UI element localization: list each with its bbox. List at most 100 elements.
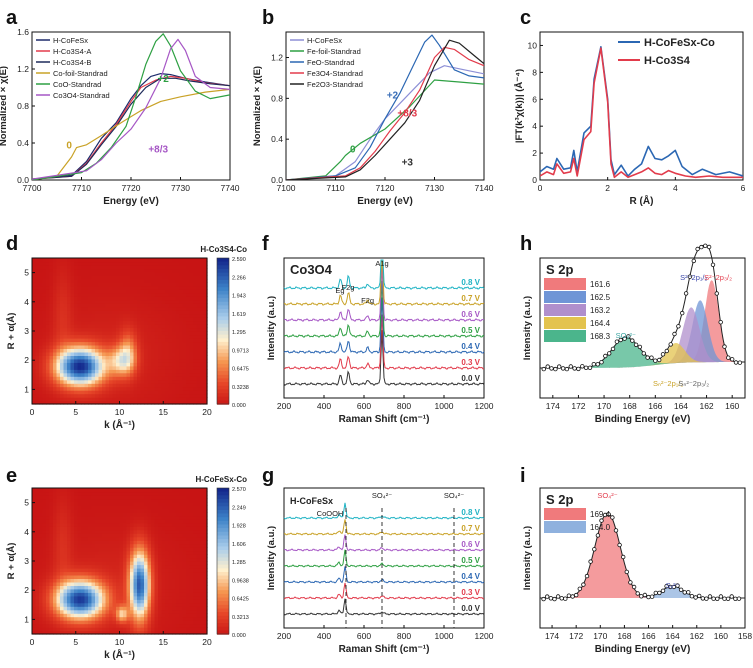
heatmap-cell [137,606,142,611]
colorbar-band [217,272,229,277]
heatmap-cell [102,533,107,538]
heatmap-cell [158,557,163,562]
heatmap-cell [35,275,40,280]
heatmap-cell [95,488,100,493]
heatmap-cell [200,620,205,625]
heatmap-cell [32,627,37,632]
heatmap-cell [119,623,124,628]
heatmap-cell [182,592,187,597]
heatmap-cell [112,595,117,600]
series-voltage-label: 0.7 V [461,524,480,533]
heatmap-cell [35,268,40,273]
heatmap-cell [175,351,180,356]
heatmap-cell [172,275,177,280]
heatmap-cell [130,358,135,363]
heatmap-cell [126,574,131,579]
heatmap-cell [42,540,47,545]
heatmap-cell [147,488,152,493]
heatmap-cell [35,498,40,503]
heatmap-cell [49,491,54,496]
heatmap-cell [182,571,187,576]
heatmap-cell [70,557,75,562]
heatmap-cell [193,376,198,381]
heatmap-cell [175,397,180,402]
heatmap-cell [123,547,128,552]
heatmap-cell [112,602,117,607]
heatmap-cell [56,355,61,360]
heatmap-cell [105,334,110,339]
heatmap-cell [130,383,135,388]
heatmap-cell [74,609,79,614]
heatmap-cell [186,376,191,381]
heatmap-cell [91,258,96,263]
heatmap-cell [126,543,131,548]
heatmap-cell [179,341,184,346]
heatmap-cell [123,355,128,360]
heatmap-cell [126,533,131,538]
heatmap-cell [200,327,205,332]
heatmap-cell [91,512,96,517]
heatmap-cell [133,547,138,552]
heatmap-cell [105,400,110,405]
heatmap-cell [70,324,75,329]
heatmap-cell [130,529,135,534]
heatmap-cell [193,310,198,315]
heatmap-cell [77,581,82,586]
heatmap-cell [154,400,159,405]
heatmap-cell [186,561,191,566]
heatmap-cell [102,526,107,531]
heatmap-cell [168,515,173,520]
heatmap-cell [154,265,159,270]
heatmap-cell [102,536,107,541]
heatmap-cell [77,592,82,597]
heatmap-cell [102,627,107,632]
heatmap-cell [161,613,166,618]
heatmap-cell [196,585,201,590]
xps-data-point [678,587,684,592]
heatmap-cell [119,285,124,290]
heatmap-cell [98,303,103,308]
heatmap-cell [158,324,163,329]
heatmap-cell [109,317,114,322]
heatmap-cell [60,554,65,559]
xps-data-point [733,596,738,601]
heatmap-cell [112,292,117,297]
heatmap-cell [88,491,93,496]
heatmap-cell [126,529,131,534]
heatmap-cell [196,571,201,576]
heatmap-cell [193,592,198,597]
heatmap-cell [144,609,149,614]
heatmap-cell [35,574,40,579]
heatmap-cell [140,331,145,336]
colorbar-band [217,345,229,350]
heatmap-cell [91,365,96,370]
heatmap-cell [175,348,180,353]
heatmap-cell [70,351,75,356]
heatmap-cell [123,331,128,336]
colorbar-band [217,612,229,617]
heatmap-cell [119,613,124,618]
heatmap-cell [165,574,170,579]
heatmap-cell [102,341,107,346]
xps-data-point [552,596,557,602]
heatmap-cell [67,578,72,583]
heatmap-cell [179,595,184,600]
heatmap-cell [137,303,142,308]
heatmap-cell [102,561,107,566]
heatmap-cell [130,369,135,374]
heatmap-cell [165,529,170,534]
heatmap-cell [112,351,117,356]
heatmap-cell [172,574,177,579]
heatmap-cell [46,393,51,398]
heatmap-cell [67,616,72,621]
heatmap-cell [123,313,128,318]
heatmap-cell [179,372,184,377]
raman-line-5 [283,259,485,306]
heatmap-cell [186,271,191,276]
heatmap-cell [130,265,135,270]
xps-data-point [704,596,709,601]
heatmap-cell [116,550,121,555]
heatmap-cell [102,268,107,273]
heatmap-cell [116,344,121,349]
heatmap-cell [189,609,194,614]
